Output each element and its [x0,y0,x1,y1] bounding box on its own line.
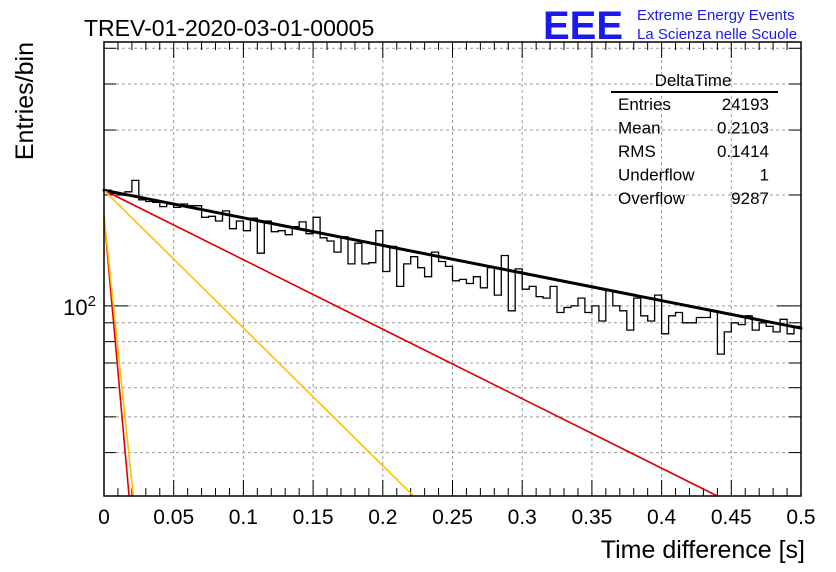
x-axis-label: Time difference [s] [601,536,805,564]
axis-ticks: 0 0.05 0.1 0.15 0.2 0.25 0.3 0.35 0.4 0.45 0.5 102 [63,42,816,529]
x-tick-label: 0.15 [293,506,334,529]
eee-logo: EEE Extreme Energy Events La Scienza nel… [543,4,797,48]
histogram-outline [104,179,801,355]
fit-component-line [103,189,415,497]
fit-curves [102,188,803,497]
x-tick-label: 0.45 [711,506,752,529]
stats-label: Overflow [618,189,686,208]
stats-label: Underflow [618,166,695,185]
stats-value: 1 [760,166,769,185]
stats-value: 0.1414 [717,142,769,161]
stats-value: 9287 [731,189,769,208]
x-tick-label: 0 [98,506,110,529]
y-axis-label: Entries/bin [11,42,39,160]
stats-label: Mean [618,119,661,138]
x-tick-label: 0.1 [229,506,258,529]
stats-label: Entries [618,95,671,114]
stats-box: DeltaTime Entries 24193 Mean 0.2103 RMS 0.141… [611,71,778,208]
y-tick-label: 102 [63,293,96,320]
stats-title: DeltaTime [655,71,732,90]
x-tick-label: 0.4 [647,506,677,529]
fit-component-line [103,214,135,497]
x-tick-label: 0.5 [786,506,815,529]
stats-rows: Entries 24193 Mean 0.2103 RMS 0.1414 Underflow… [618,95,769,208]
logo-line-1: Extreme Energy Events [637,7,795,24]
x-tick-label: 0.3 [508,506,537,529]
logo-line-2: La Scienza nelle Scuole [637,26,797,43]
histogram [104,179,801,355]
logo-mark: EEE [543,4,623,48]
fit-component-line [103,189,719,497]
stats-value: 24193 [722,95,769,114]
stats-value: 0.2103 [717,119,769,138]
chart-title: TREV-01-2020-03-01-00005 [84,15,374,41]
x-tick-label: 0.05 [153,506,194,529]
x-tick-label: 0.25 [432,506,473,529]
plot-frame [103,41,802,497]
fit-total-line [102,188,803,330]
x-tick-label: 0.35 [571,506,612,529]
x-tick-label: 0.2 [368,506,397,529]
stats-label: RMS [618,142,656,161]
